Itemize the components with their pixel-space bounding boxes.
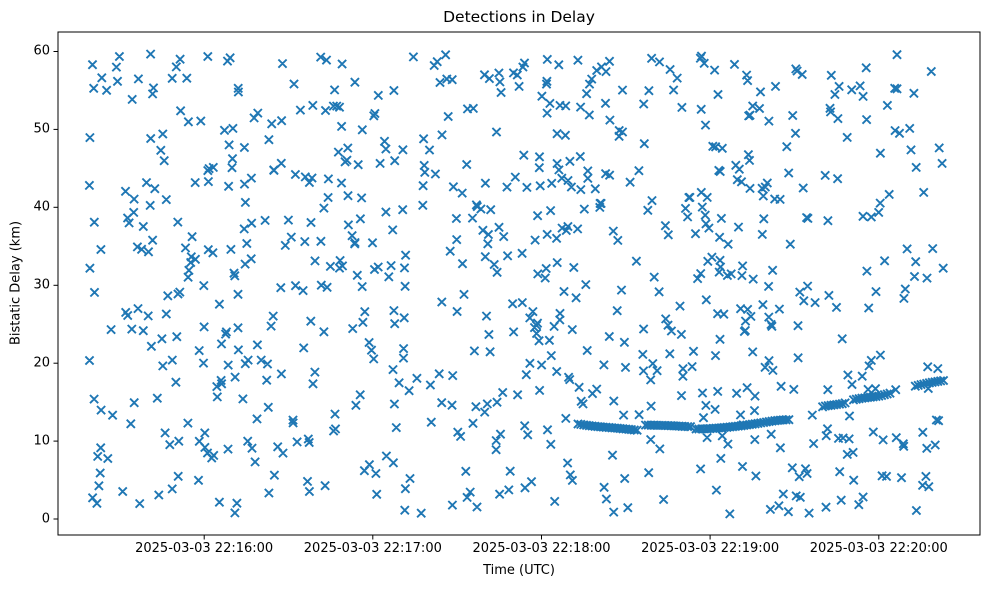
track-points	[573, 375, 949, 435]
plot-frame	[57, 31, 981, 536]
x-tick-label: 2025-03-03 22:18:00	[472, 541, 611, 556]
axis-ticks	[53, 51, 880, 540]
y-tick-label: 40	[33, 199, 50, 215]
y-tick-label: 60	[33, 43, 50, 59]
chart-title: Detections in Delay	[443, 8, 595, 26]
x-axis-label: Time (UTC)	[483, 563, 555, 578]
y-axis-label: Bistatic Delay (km)	[8, 220, 24, 346]
y-tick-label: 10	[33, 433, 50, 449]
y-tick-label: 0	[41, 511, 50, 527]
x-tick-label: 2025-03-03 22:17:00	[303, 541, 442, 556]
noise-points	[84, 49, 948, 519]
y-tick-label: 20	[33, 355, 50, 371]
x-tick-label: 2025-03-03 22:16:00	[135, 541, 274, 556]
y-tick-label: 30	[33, 277, 50, 293]
x-tick-label: 2025-03-03 22:19:00	[641, 541, 780, 556]
y-tick-label: 50	[33, 121, 50, 137]
x-tick-label: 2025-03-03 22:20:00	[809, 541, 948, 556]
